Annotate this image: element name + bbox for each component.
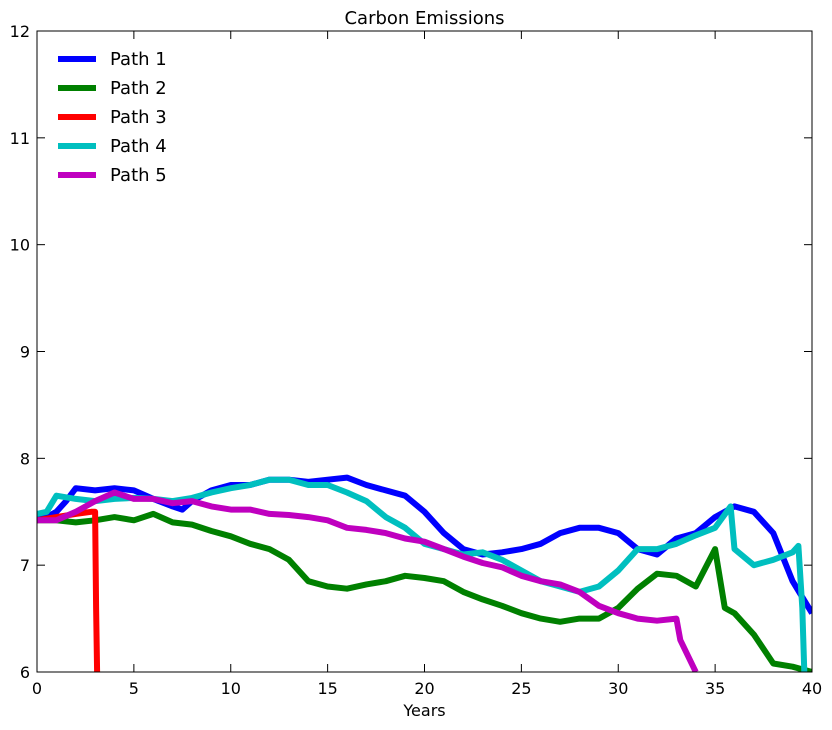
legend: Path 1 Path 2 Path 3 Path 4 Path 5 — [58, 49, 167, 186]
x-tick-label: 35 — [705, 679, 725, 698]
y-tick-label: 6 — [20, 663, 30, 682]
x-tick-label: 15 — [317, 679, 337, 698]
x-tick-label: 5 — [129, 679, 139, 698]
y-tick-label: 10 — [10, 236, 30, 255]
y-tick-label: 9 — [20, 343, 30, 362]
legend-label-path-1: Path 1 — [110, 49, 167, 70]
series-line-path-3 — [37, 508, 101, 672]
ticks-layer: 0 5 10 15 20 25 30 35 40 6 7 8 9 10 11 12 — [10, 22, 823, 698]
x-axis-label: Years — [402, 701, 445, 720]
legend-label-path-2: Path 2 — [110, 78, 167, 99]
x-tick-label: 25 — [511, 679, 531, 698]
x-tick-label: 0 — [32, 679, 42, 698]
series-line-path-5 — [37, 489, 699, 672]
x-tick-label: 30 — [608, 679, 628, 698]
y-tick-label: 11 — [10, 129, 30, 148]
series-line-path-1 — [37, 474, 812, 615]
legend-label-path-5: Path 5 — [110, 165, 167, 186]
y-tick-label: 12 — [10, 22, 30, 41]
x-tick-label: 40 — [802, 679, 822, 698]
y-tick-label: 8 — [20, 449, 30, 468]
x-tick-label: 10 — [221, 679, 241, 698]
chart-title: Carbon Emissions — [344, 8, 504, 29]
legend-label-path-3: Path 3 — [110, 107, 167, 128]
series-line-path-2 — [37, 510, 812, 672]
series-layer — [37, 474, 812, 672]
y-tick-label: 7 — [20, 556, 30, 575]
x-tick-label: 20 — [414, 679, 434, 698]
legend-label-path-4: Path 4 — [110, 136, 167, 157]
